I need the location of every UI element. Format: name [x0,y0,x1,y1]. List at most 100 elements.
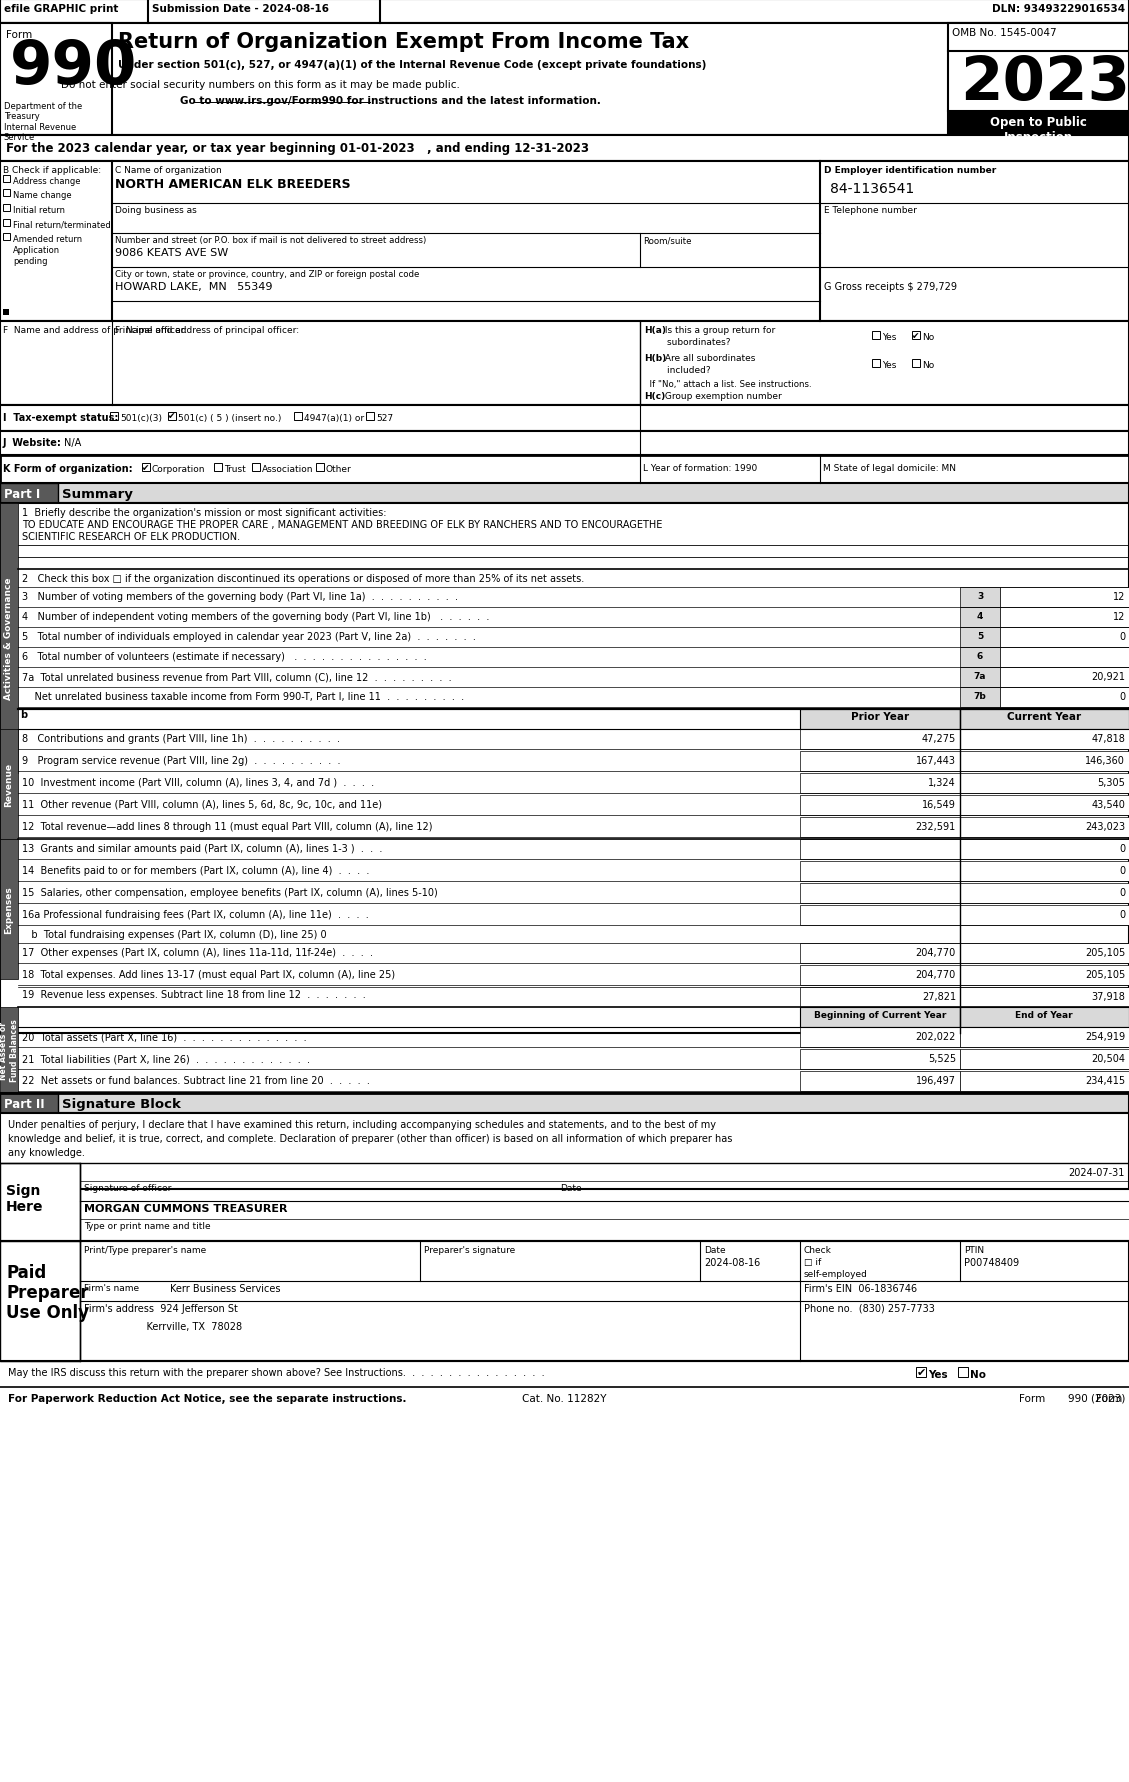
Bar [800,1007,960,1028]
Text: 501(c)(3): 501(c)(3) [120,413,161,422]
Bar [0,1164,80,1242]
Text: 4   Number of independent voting members of the governing body (Part VI, line 1b: 4 Number of independent voting members o… [21,611,489,622]
Text: NORTH AMERICAN ELK BREEDERS: NORTH AMERICAN ELK BREEDERS [115,178,351,191]
Text: Paid: Paid [6,1263,46,1281]
Text: pending: pending [14,257,47,266]
Text: Yes: Yes [882,360,896,371]
Bar [1000,668,1129,688]
Text: Use Only: Use Only [6,1303,89,1320]
Bar [142,463,150,472]
Text: ✔: ✔ [142,463,150,472]
Bar [948,23,1129,135]
Text: Print/Type preparer's name: Print/Type preparer's name [84,1246,207,1255]
Bar [0,1094,1129,1114]
Text: Firm's address  924 Jefferson St: Firm's address 924 Jefferson St [84,1303,238,1313]
Text: any knowledge.: any knowledge. [8,1148,85,1157]
Text: 0: 0 [1119,866,1124,875]
Bar [0,504,18,773]
Text: 527: 527 [376,413,393,422]
Text: Preparer: Preparer [6,1283,88,1301]
Bar [0,0,1129,23]
Bar [800,966,960,985]
Bar [0,23,1129,135]
Text: F  Name and address of principal officer:: F Name and address of principal officer: [115,326,299,335]
Bar [960,987,1129,1007]
Text: knowledge and belief, it is true, correct, and complete. Declaration of preparer: knowledge and belief, it is true, correc… [8,1133,733,1144]
Text: Under section 501(c), 527, or 4947(a)(1) of the Internal Revenue Code (except pr: Under section 501(c), 527, or 4947(a)(1)… [119,61,707,69]
Text: 27,821: 27,821 [922,991,956,1001]
Text: b  Total fundraising expenses (Part IX, column (D), line 25) 0: b Total fundraising expenses (Part IX, c… [21,930,326,939]
Text: N/A: N/A [64,438,81,447]
Bar [960,795,1129,816]
Bar [1000,608,1129,627]
Bar [800,884,960,903]
Text: 22  Net assets or fund balances. Subtract line 21 from line 20  .  .  .  .  .: 22 Net assets or fund balances. Subtract… [21,1075,370,1085]
Text: H(b): H(b) [644,355,666,364]
Text: Phone no.  (830) 257-7733: Phone no. (830) 257-7733 [804,1303,935,1313]
Text: Form: Form [6,30,33,39]
Text: No: No [970,1369,986,1379]
Text: Name change: Name change [14,191,71,200]
Bar [800,987,960,1007]
Text: Date: Date [560,1183,581,1192]
Text: 167,443: 167,443 [916,756,956,766]
Bar [912,360,920,367]
Bar [916,1367,926,1377]
Bar [316,463,324,472]
Bar [960,752,1129,772]
Bar [0,1242,1129,1361]
Text: OMB No. 1545-0047: OMB No. 1545-0047 [952,29,1057,37]
Text: Sign
Here: Sign Here [6,1183,44,1214]
Text: Signature Block: Signature Block [62,1098,181,1110]
Text: 0: 0 [1119,887,1124,898]
Text: 17  Other expenses (Part IX, column (A), lines 11a-11d, 11f-24e)  .  .  .  .: 17 Other expenses (Part IX, column (A), … [21,948,373,957]
Text: 47,818: 47,818 [1091,734,1124,743]
Text: efile GRAPHIC print: efile GRAPHIC print [5,4,119,14]
Bar [366,413,374,421]
Text: C Name of organization: C Name of organization [115,166,221,175]
Bar [960,818,1129,838]
Text: 501(c) ( 5 ) (insert no.): 501(c) ( 5 ) (insert no.) [178,413,281,422]
Bar [960,943,1129,964]
Bar [800,1071,960,1091]
Text: Are all subordinates: Are all subordinates [662,355,755,364]
Bar [912,331,920,340]
Text: 5,305: 5,305 [1097,777,1124,788]
Text: 11  Other revenue (Part VIII, column (A), lines 5, 6d, 8c, 9c, 10c, and 11e): 11 Other revenue (Part VIII, column (A),… [21,800,382,809]
Bar [252,463,260,472]
Bar [800,773,960,793]
Text: Firm's EIN  06-1836746: Firm's EIN 06-1836746 [804,1283,917,1294]
Bar [960,861,1129,882]
Text: For the 2023 calendar year, or tax year beginning 01-01-2023   , and ending 12-3: For the 2023 calendar year, or tax year … [6,143,589,155]
Bar [960,839,1129,859]
Text: 16a Professional fundraising fees (Part IX, column (A), line 11e)  .  .  .  .: 16a Professional fundraising fees (Part … [21,909,369,920]
Text: 20,921: 20,921 [1091,672,1124,683]
Text: Yes: Yes [928,1369,947,1379]
Text: self-employed: self-employed [804,1269,868,1278]
Text: Check: Check [804,1246,832,1255]
Bar [960,884,1129,903]
Bar [800,839,960,859]
Text: L Year of formation: 1990: L Year of formation: 1990 [644,463,758,472]
Text: 202,022: 202,022 [916,1032,956,1041]
Bar [960,588,1000,608]
Text: included?: included? [644,365,710,374]
Text: Date: Date [704,1246,726,1255]
Bar [1000,627,1129,647]
Text: 990: 990 [10,37,138,96]
Text: 0: 0 [1119,909,1124,920]
Text: ✔: ✔ [168,412,176,421]
Text: F  Name and address of principal officer:: F Name and address of principal officer: [3,326,187,335]
Text: 12: 12 [1112,611,1124,622]
Text: Trust: Trust [224,465,246,474]
Bar [0,135,1129,162]
Bar [0,483,58,504]
Text: HOWARD LAKE,  MN   55349: HOWARD LAKE, MN 55349 [115,282,272,292]
Text: TO EDUCATE AND ENCOURAGE THE PROPER CARE , MANAGEMENT AND BREEDING OF ELK BY RAN: TO EDUCATE AND ENCOURAGE THE PROPER CARE… [21,520,663,529]
Text: 21  Total liabilities (Part X, line 26)  .  .  .  .  .  .  .  .  .  .  .  .  .: 21 Total liabilities (Part X, line 26) .… [21,1053,310,1064]
Text: Under penalties of perjury, I declare that I have examined this return, includin: Under penalties of perjury, I declare th… [8,1119,716,1130]
Text: Expenses: Expenses [5,886,14,934]
Bar [0,839,18,980]
Text: Submission Date - 2024-08-16: Submission Date - 2024-08-16 [152,4,329,14]
Text: Kerr Business Services: Kerr Business Services [170,1283,280,1294]
